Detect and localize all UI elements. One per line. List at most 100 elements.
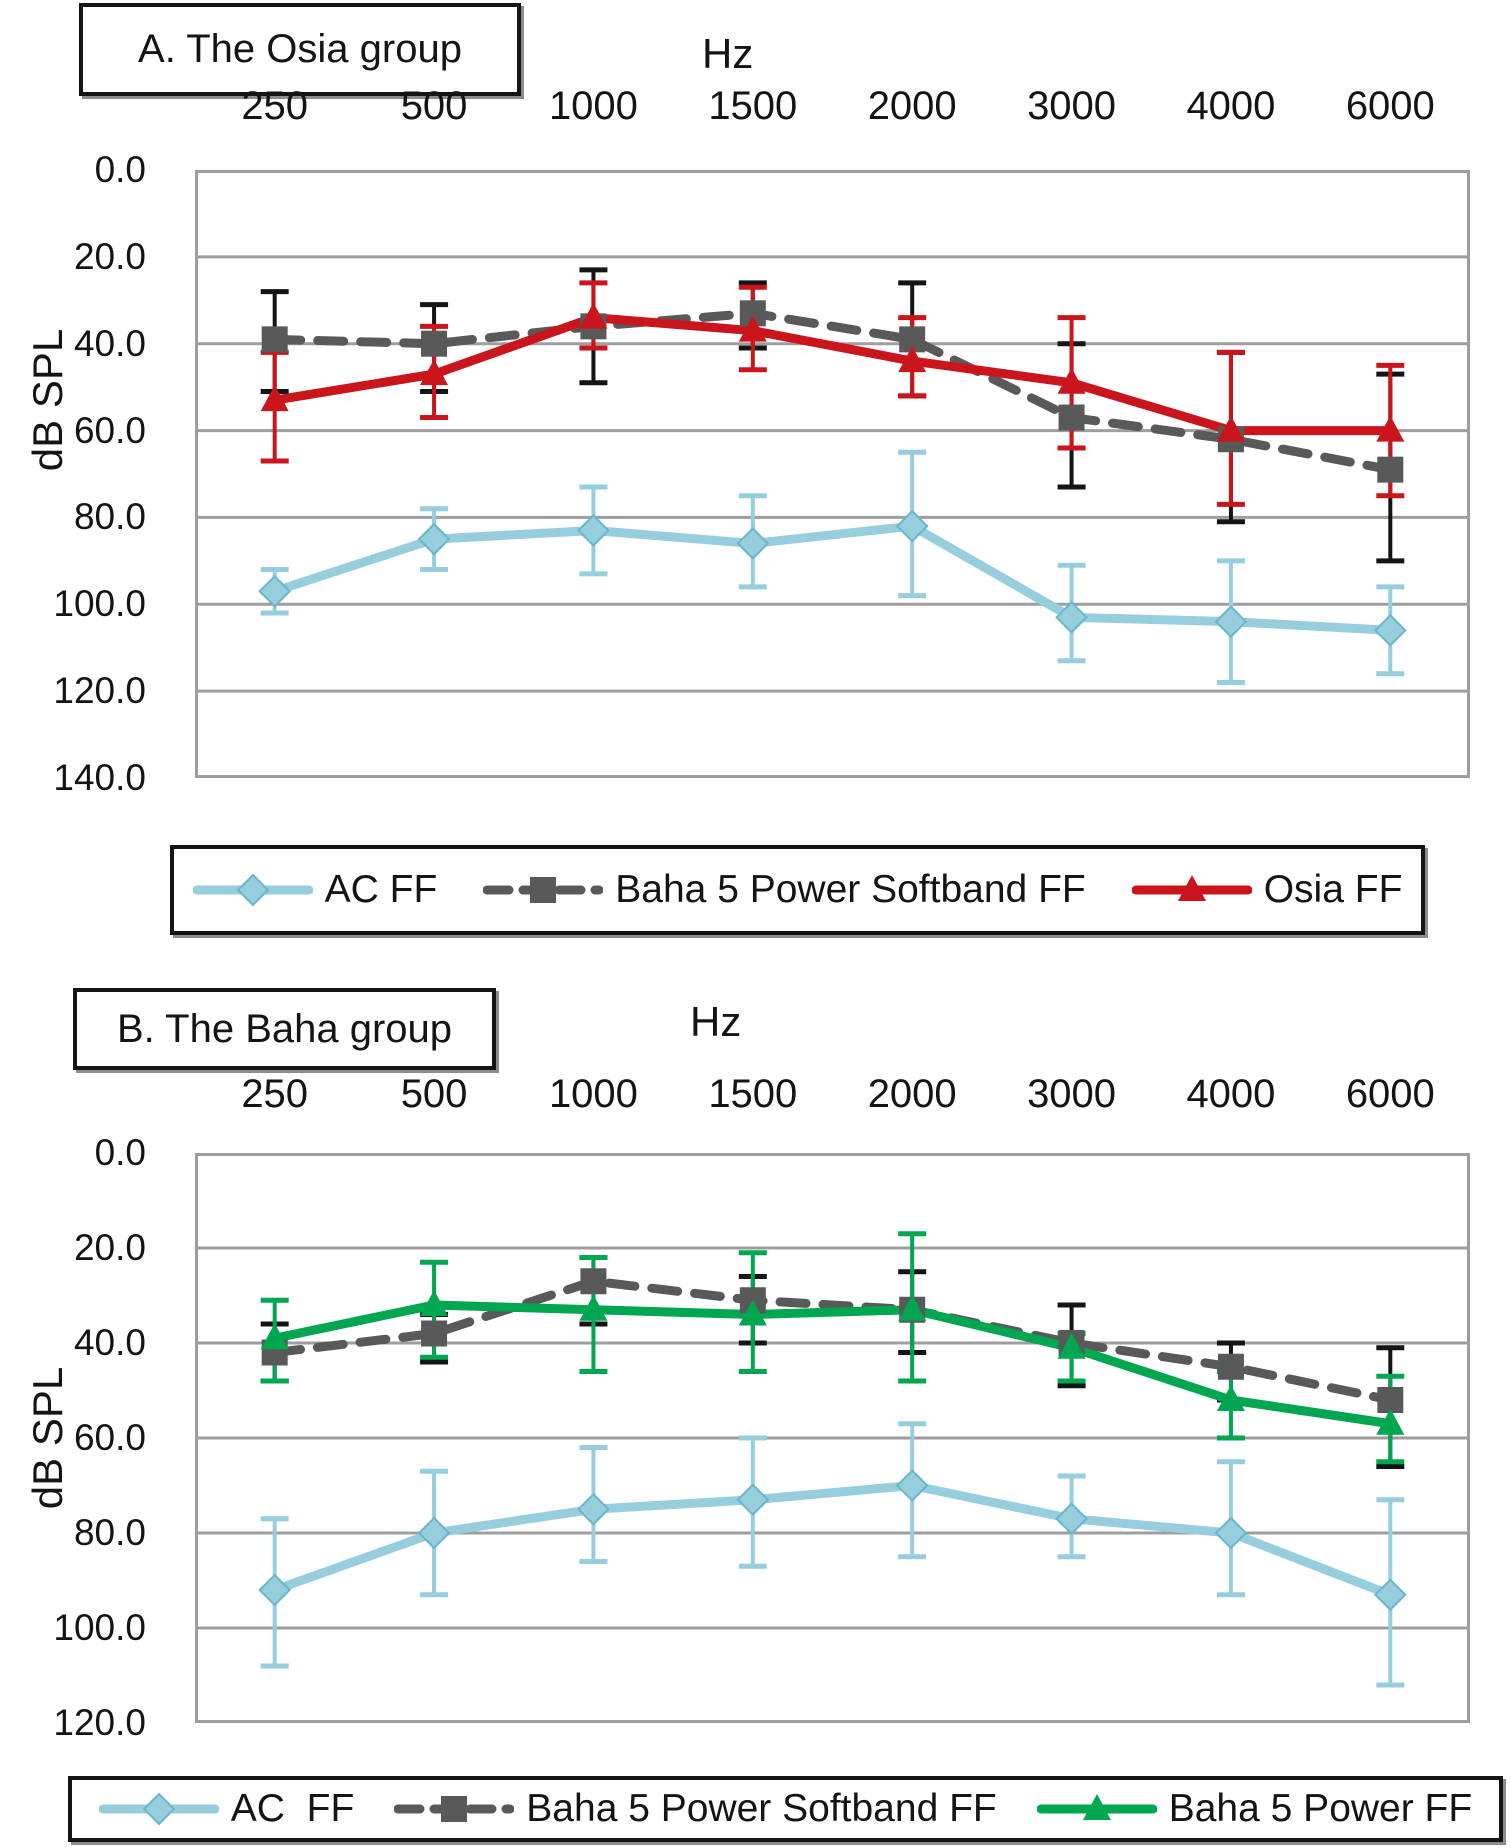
- diamond-marker: [417, 522, 451, 556]
- legend-item-ac: AC FF: [192, 868, 438, 912]
- diamond-marker: [258, 1573, 292, 1607]
- square-marker: [1058, 404, 1085, 431]
- legend-item-softband: Baha 5 Power Softband FF: [483, 868, 1086, 912]
- square-marker: [1058, 1330, 1085, 1356]
- panel-a-x-axis-unit-label: Hz: [702, 30, 754, 77]
- y-tick-label: 40.0: [73, 322, 146, 364]
- legend-diamond-line-icon: [98, 1792, 219, 1826]
- error-bars-softband: [260, 267, 1405, 564]
- square-marker: [580, 313, 607, 340]
- triangle-marker: [1216, 415, 1245, 442]
- gridlines: [195, 1153, 1470, 1723]
- x-tick-label: 500: [400, 84, 468, 128]
- panel-b-x-tick-labels: 250 500 1000 1500 2000 3000 4000 6000: [195, 1072, 1470, 1117]
- panel-b-title-box: B. The Baha group: [73, 988, 496, 1070]
- triangle-marker: [1082, 1794, 1111, 1820]
- x-tick-label: 1000: [548, 1072, 638, 1116]
- error-bars-baha: [260, 1231, 1405, 1465]
- legend-triangle-line-icon: [1131, 875, 1252, 901]
- square-marker: [530, 877, 557, 903]
- x-tick-label: 6000: [1345, 1072, 1435, 1116]
- y-tick-label: 0.0: [94, 149, 146, 190]
- legend-item-osia: Osia FF: [1131, 868, 1403, 912]
- legend-item-baha: Baha 5 Power FF: [1036, 1787, 1473, 1831]
- diamond-marker: [1055, 1502, 1088, 1536]
- legend-square-line-icon: [394, 1796, 515, 1822]
- series-markers-osia: [260, 302, 1405, 442]
- series-markers-softband: [261, 300, 1404, 483]
- panel-b-y-tick-labels: 0.0 20.0 40.0 60.0 80.0 100.0 120.0: [0, 1132, 152, 1743]
- diamond-marker: [1214, 1516, 1248, 1550]
- diamond-marker: [417, 1516, 451, 1550]
- y-tick-label: 120.0: [53, 1702, 146, 1743]
- legend-label: Baha 5 Power FF: [1168, 1787, 1473, 1830]
- x-tick-label: 2000: [867, 84, 957, 128]
- x-tick-label: 2000: [867, 1072, 957, 1116]
- series-markers-softband: [261, 1268, 1404, 1413]
- triangle-marker: [1216, 1385, 1245, 1411]
- diamond-marker: [1055, 600, 1088, 634]
- diamond-marker: [577, 1492, 610, 1526]
- y-tick-label: 20.0: [73, 235, 146, 277]
- y-tick-label: 140.0: [53, 757, 146, 798]
- diamond-marker: [895, 509, 929, 543]
- diamond-marker: [1373, 1578, 1407, 1612]
- triangle-marker: [738, 1299, 767, 1326]
- triangle-marker: [898, 1294, 927, 1321]
- square-marker: [1377, 1387, 1404, 1413]
- x-tick-label: 1000: [548, 84, 638, 128]
- square-marker: [441, 1796, 468, 1822]
- x-tick-label: 6000: [1345, 84, 1435, 128]
- series-line-ac: [270, 521, 1395, 635]
- y-tick-label: 40.0: [73, 1322, 146, 1363]
- x-tick-label: 1500: [708, 1072, 798, 1116]
- square-marker: [261, 326, 288, 353]
- y-tick-label: 80.0: [73, 1512, 146, 1553]
- series-line-softband: [270, 308, 1395, 475]
- diamond-marker: [142, 1792, 176, 1826]
- plot-border: [195, 170, 1470, 778]
- legend-item-ac: AC FF: [98, 1787, 355, 1831]
- y-tick-label: 60.0: [73, 1417, 146, 1458]
- triangle-marker: [260, 1323, 289, 1350]
- series-line-ac: [270, 1481, 1395, 1600]
- x-tick-label: 4000: [1186, 1072, 1276, 1116]
- triangle-marker: [1057, 1332, 1086, 1359]
- triangle-marker: [1376, 1408, 1405, 1435]
- error-bars-softband: [260, 1255, 1405, 1469]
- series-markers-ac: [258, 509, 1407, 647]
- panel-a-legend: AC FF Baha 5 Power Softband FF Osia FF: [170, 845, 1425, 935]
- diamond-marker: [236, 873, 270, 907]
- triangle-marker: [579, 302, 608, 329]
- triangle-marker: [738, 315, 767, 342]
- panel-b-title: B. The Baha group: [116, 1006, 453, 1051]
- panel-a-y-axis-title: dB SPL: [24, 328, 71, 472]
- square-marker: [739, 300, 766, 327]
- series-markers-baha: [260, 1290, 1405, 1435]
- y-tick-label: 20.0: [73, 1227, 146, 1268]
- square-marker: [580, 1268, 607, 1295]
- error-bars-ac: [260, 1421, 1405, 1688]
- square-marker: [899, 1296, 926, 1323]
- triangle-marker: [898, 346, 927, 373]
- triangle-marker: [420, 1290, 449, 1316]
- y-tick-label: 120.0: [53, 670, 146, 712]
- x-tick-label: 250: [241, 84, 309, 128]
- panel-b-chart-plot: [195, 1153, 1470, 1723]
- triangle-marker: [260, 385, 289, 412]
- legend-diamond-line-icon: [192, 873, 313, 907]
- square-marker: [1217, 1353, 1244, 1380]
- legend-label: AC FF: [230, 1787, 355, 1830]
- y-tick-label: 80.0: [73, 496, 146, 538]
- legend-item-softband: Baha 5 Power Softband FF: [394, 1787, 997, 1831]
- legend-triangle-line-icon: [1036, 1794, 1157, 1820]
- square-marker: [421, 1320, 448, 1347]
- x-tick-label: 500: [400, 1072, 468, 1116]
- series-line-baha: [270, 1300, 1395, 1429]
- legend-label: Osia FF: [1263, 868, 1403, 911]
- legend-square-line-icon: [483, 877, 604, 903]
- legend-label: Baha 5 Power Softband FF: [615, 868, 1086, 911]
- legend-label: AC FF: [324, 868, 438, 911]
- series-line-osia: [270, 313, 1395, 436]
